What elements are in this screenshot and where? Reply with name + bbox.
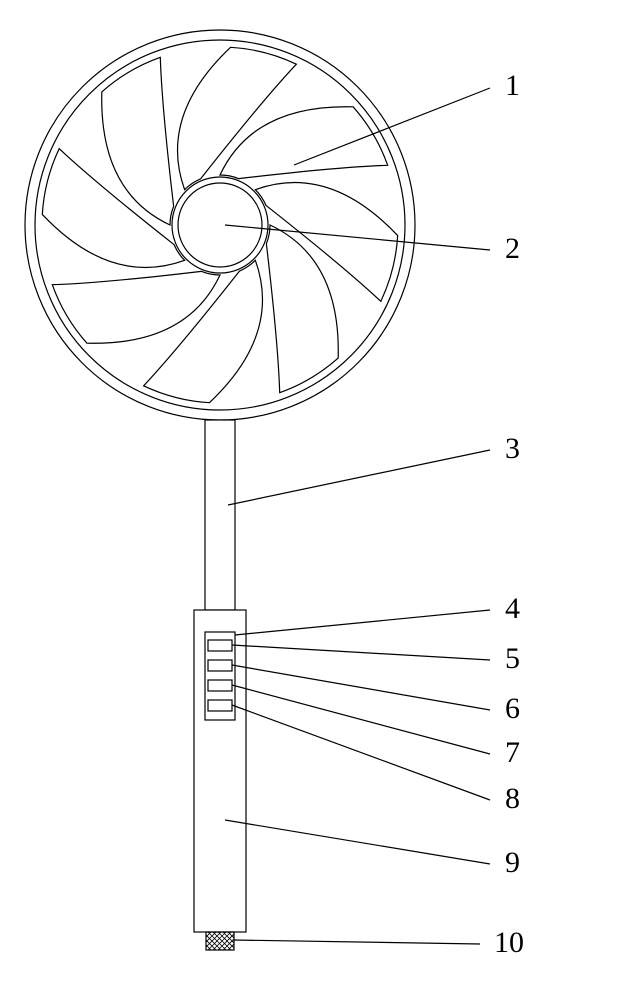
pole-outer <box>205 420 235 610</box>
leader-label-6 <box>232 665 490 710</box>
label-7: 7 <box>505 736 520 769</box>
technical-diagram: 1 2 3 4 5 6 7 8 9 10 <box>0 0 618 1000</box>
leader-label-5 <box>232 645 490 660</box>
pole <box>205 420 235 610</box>
handle-body <box>188 610 266 950</box>
leader-label-10 <box>234 940 480 944</box>
leader-label-4 <box>235 610 490 635</box>
leader-label-9 <box>225 820 490 864</box>
label-3: 3 <box>505 432 520 465</box>
fan-hub-outer <box>172 177 268 273</box>
callout-labels: 1 2 3 4 5 6 7 8 9 10 <box>494 69 524 959</box>
label-9: 9 <box>505 846 520 879</box>
fan-head <box>25 30 415 420</box>
label-4: 4 <box>505 592 520 625</box>
label-6: 6 <box>505 692 520 725</box>
label-10: 10 <box>494 926 524 959</box>
label-2: 2 <box>505 232 520 265</box>
label-1: 1 <box>505 69 520 102</box>
leader-label-3 <box>228 450 490 505</box>
handle-outline <box>194 610 246 932</box>
base-block <box>188 932 266 950</box>
label-5: 5 <box>505 642 520 675</box>
label-8: 8 <box>505 782 520 815</box>
